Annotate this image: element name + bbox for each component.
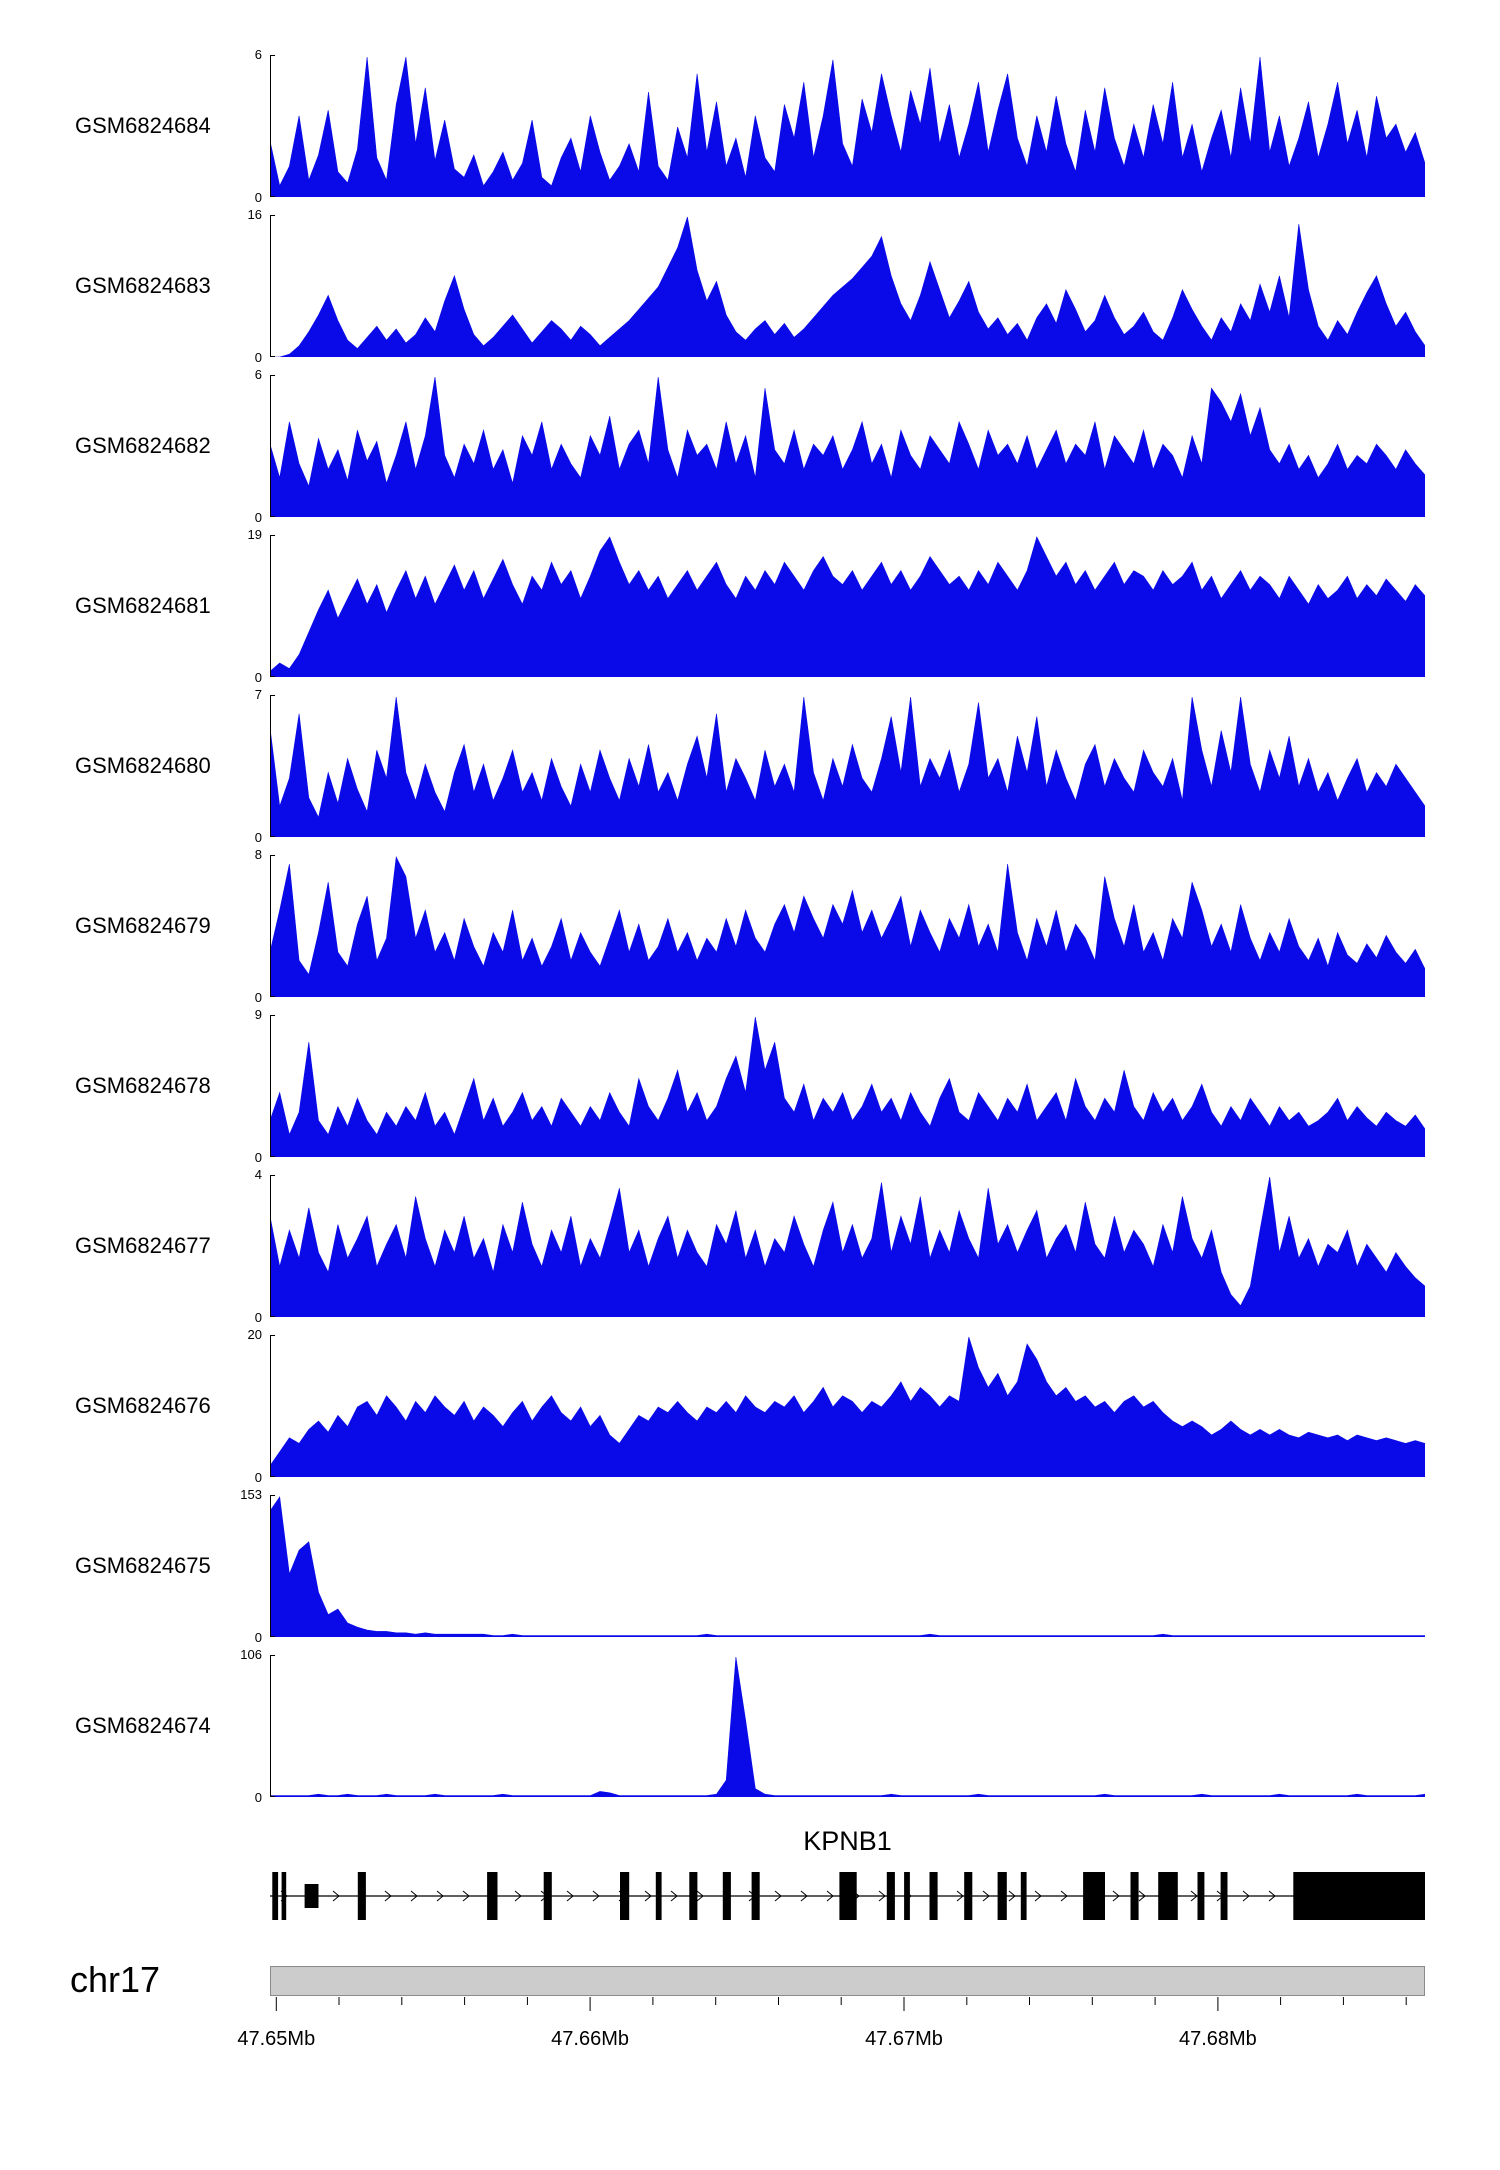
axis-tick-label: 47.65Mb [237, 2028, 315, 2050]
track-ymax-label: 6 [254, 47, 262, 62]
gene-exon [620, 1872, 630, 1920]
axis-tick-label: 47.66Mb [551, 2028, 629, 2050]
track-ymin-label: 0 [254, 1470, 262, 1485]
gene-exon [1220, 1872, 1228, 1920]
coverage-track-GSM6824682: GSM6824682 6 0 [0, 367, 1500, 525]
gene-exon [357, 1872, 366, 1920]
track-ymin-label: 0 [254, 1630, 262, 1645]
gene-model-track [270, 1872, 1425, 1920]
coverage-track-GSM6824675: GSM6824675 153 0 [0, 1487, 1500, 1645]
track-ymax-label: 4 [254, 1167, 262, 1182]
track-ymax-label: 19 [247, 527, 262, 542]
coverage-track-GSM6824677: GSM6824677 4 0 [0, 1167, 1500, 1325]
gene-exon [839, 1872, 857, 1920]
track-label: GSM6824682 [75, 433, 211, 458]
gene-exon [1083, 1872, 1105, 1920]
coverage-signal-plot [270, 1495, 1425, 1637]
coverage-track-GSM6824676: GSM6824676 20 0 [0, 1327, 1500, 1485]
track-label: GSM6824674 [75, 1713, 211, 1738]
track-ymax-label: 153 [240, 1487, 262, 1502]
coverage-signal-plot [270, 375, 1425, 517]
coverage-signal-plot [270, 1655, 1425, 1797]
coverage-signal-plot [270, 55, 1425, 197]
track-ymin-label: 0 [254, 990, 262, 1005]
axis-tick-label: 47.68Mb [1179, 2028, 1257, 2050]
track-label: GSM6824680 [75, 753, 211, 778]
gene-exon [655, 1872, 662, 1920]
chromosome-label: chr17 [70, 1959, 161, 2000]
track-label: GSM6824683 [75, 273, 211, 298]
track-label: GSM6824684 [75, 113, 211, 138]
track-ymin-label: 0 [254, 830, 262, 845]
track-ymin-label: 0 [254, 1310, 262, 1325]
gene-exon [1293, 1872, 1425, 1920]
track-label: GSM6824681 [75, 593, 211, 618]
gene-exon [1197, 1872, 1205, 1920]
gene-exon [281, 1872, 287, 1920]
track-label: GSM6824677 [75, 1233, 211, 1258]
track-ymin-label: 0 [254, 1790, 262, 1805]
gene-exon [487, 1872, 498, 1920]
coverage-track-GSM6824684: GSM6824684 6 0 [0, 47, 1500, 205]
track-ymax-label: 16 [247, 207, 262, 222]
track-ymax-label: 20 [247, 1327, 262, 1342]
gene-exon [304, 1884, 319, 1908]
genomic-axis: 47.65Mb 47.66Mb 47.67Mb 47.68Mb [237, 1997, 1407, 2050]
track-ymin-label: 0 [254, 510, 262, 525]
gene-exon [886, 1872, 895, 1920]
coverage-signal-plot [270, 535, 1425, 677]
gene-exon [1158, 1872, 1178, 1920]
coverage-track-GSM6824680: GSM6824680 7 0 [0, 687, 1500, 845]
gene-exon [904, 1872, 910, 1920]
gene-exon [543, 1872, 552, 1920]
gene-exon [272, 1872, 279, 1920]
coverage-signal-plot [270, 1175, 1425, 1317]
track-ymin-label: 0 [254, 190, 262, 205]
gene-exon [722, 1872, 731, 1920]
axis-tick-label: 47.67Mb [865, 2028, 943, 2050]
track-ymin-label: 0 [254, 670, 262, 685]
track-ymin-label: 0 [254, 350, 262, 365]
coverage-track-GSM6824681: GSM6824681 19 0 [0, 527, 1500, 685]
chromosome-ideogram [270, 1966, 1425, 1996]
track-label: GSM6824678 [75, 1073, 211, 1098]
gene-exon [964, 1872, 973, 1920]
track-ymax-label: 8 [254, 847, 262, 862]
gene-exon [1020, 1872, 1027, 1920]
track-ymin-label: 0 [254, 1150, 262, 1165]
track-ymax-label: 7 [254, 687, 262, 702]
track-label: GSM6824679 [75, 913, 211, 938]
coverage-signal-plot [270, 215, 1425, 357]
coverage-signal-plot [270, 855, 1425, 997]
coverage-signal-plot [270, 1015, 1425, 1157]
track-ymax-label: 9 [254, 1007, 262, 1022]
track-label: GSM6824676 [75, 1393, 211, 1418]
gene-exon [929, 1872, 938, 1920]
coverage-track-GSM6824683: GSM6824683 16 0 [0, 207, 1500, 365]
coverage-track-GSM6824679: GSM6824679 8 0 [0, 847, 1500, 1005]
gene-exon [751, 1872, 760, 1920]
coverage-track-GSM6824674: GSM6824674 106 0 [0, 1647, 1500, 1805]
track-ymax-label: 106 [240, 1647, 262, 1662]
coverage-signal-plot [270, 695, 1425, 837]
gene-exon [689, 1872, 698, 1920]
coverage-signal-plot [270, 1335, 1425, 1477]
gene-exon [997, 1872, 1007, 1920]
gene-exon [1130, 1872, 1139, 1920]
track-label: GSM6824675 [75, 1553, 211, 1578]
coverage-track-GSM6824678: GSM6824678 9 0 [0, 1007, 1500, 1165]
track-ymax-label: 6 [254, 367, 262, 382]
gene-name-label: KPNB1 [803, 1826, 892, 1856]
